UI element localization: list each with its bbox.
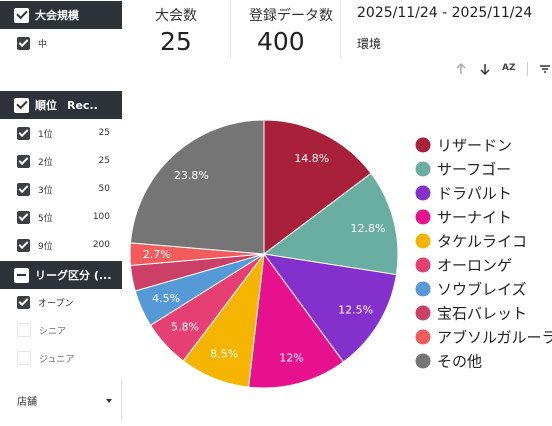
- legend-swatch: [415, 209, 431, 225]
- legend-label[interactable]: 宝石バレット: [437, 305, 527, 323]
- rank-option-1[interactable]: 1位 25: [0, 122, 110, 144]
- tournament-count-value: 25: [160, 27, 192, 56]
- checkbox[interactable]: [17, 154, 30, 168]
- date-range-control[interactable]: 2025/11/24 - 2025/11/24: [357, 5, 533, 21]
- checkbox[interactable]: [17, 126, 30, 140]
- legend-swatch: [415, 137, 431, 153]
- option-value: 50: [98, 184, 110, 194]
- league-option-open[interactable]: オープン: [0, 291, 110, 313]
- pie-slices: [129, 119, 399, 389]
- legend-label[interactable]: タケルライコ: [437, 233, 527, 251]
- checkbox[interactable]: [17, 36, 30, 50]
- checkbox[interactable]: [17, 210, 30, 224]
- legend-swatch: [415, 305, 431, 321]
- legend-label[interactable]: リザードン: [437, 137, 512, 155]
- divider: [230, 0, 231, 58]
- chart-legend: リザードンサーフゴードラパルトサーナイトタケルライコオーロンゲソウブレイズ宝石バ…: [415, 137, 552, 371]
- pie-slice[interactable]: [262, 172, 399, 276]
- legend-swatch: [415, 353, 431, 369]
- rank-filter-title: 順位: [35, 99, 57, 112]
- checkbox[interactable]: [17, 323, 31, 337]
- legend-swatch: [415, 233, 431, 249]
- select-all-checkbox[interactable]: [14, 7, 29, 23]
- slice-data-label: 2.7%: [143, 248, 171, 261]
- legend-label[interactable]: ソウブレイズ: [437, 281, 527, 299]
- checkbox[interactable]: [17, 295, 30, 309]
- record-count-value: 400: [257, 27, 305, 56]
- option-label: 1位: [38, 129, 53, 140]
- option-label: 5位: [38, 213, 53, 224]
- legend-swatch: [415, 257, 431, 273]
- pie-slice[interactable]: [262, 253, 397, 363]
- league-filter-header[interactable]: リーグ区分 (...: [0, 261, 122, 289]
- scale-filter-title: 大会規模: [35, 9, 79, 22]
- pie-slice[interactable]: [263, 119, 372, 256]
- legend-swatch: [415, 185, 431, 201]
- arrow-up-icon[interactable]: [455, 62, 467, 76]
- scale-filter-header[interactable]: 大会規模: [0, 1, 122, 29]
- legend-swatch: [415, 161, 431, 177]
- slice-data-label: 4.5%: [152, 292, 180, 305]
- slice-data-label: 14.8%: [294, 152, 329, 165]
- select-all-checkbox[interactable]: [14, 267, 29, 283]
- record-count-label: 登録データ数: [249, 8, 333, 24]
- scale-option-medium[interactable]: 中: [0, 32, 110, 54]
- store-dropdown-label: 店舗: [17, 397, 37, 408]
- select-all-checkbox[interactable]: [14, 97, 29, 113]
- legend-swatch: [415, 281, 431, 297]
- option-value: 25: [98, 128, 110, 138]
- rank-filter-column2: Rec...: [67, 98, 97, 112]
- slice-data-label: 12.5%: [338, 304, 373, 317]
- option-label: 3位: [38, 185, 53, 196]
- legend-label[interactable]: アブソルガルーラ: [437, 329, 552, 347]
- legend-label[interactable]: ドラパルト: [437, 185, 512, 203]
- league-option-senior[interactable]: シニア: [0, 319, 110, 341]
- slice-data-label: 23.8%: [174, 169, 209, 182]
- store-dropdown[interactable]: 店舗: [17, 393, 112, 408]
- option-label: 中: [38, 39, 48, 50]
- legend-swatch: [415, 329, 431, 345]
- rank-option-9[interactable]: 9位 200: [0, 234, 110, 256]
- slice-data-label: 12%: [279, 352, 303, 365]
- legend-label[interactable]: オーロンゲ: [437, 257, 512, 275]
- option-label: 9位: [38, 241, 53, 252]
- tournament-count-label: 大会数: [155, 8, 197, 24]
- option-value: 25: [98, 156, 110, 166]
- az-sort-icon[interactable]: AZ: [502, 63, 516, 73]
- option-label: オープン: [38, 298, 74, 309]
- checkbox[interactable]: [17, 351, 31, 365]
- option-label: 2位: [38, 157, 53, 168]
- chevron-down-icon: [106, 398, 112, 403]
- environment-label: 環境: [357, 37, 382, 51]
- filter-icon[interactable]: [538, 62, 552, 76]
- pie-slice[interactable]: [247, 252, 345, 389]
- checkbox[interactable]: [17, 238, 30, 252]
- slice-data-label: 5.8%: [171, 321, 199, 334]
- legend-label[interactable]: その他: [437, 353, 482, 371]
- checkbox[interactable]: [17, 182, 30, 196]
- rank-option-2[interactable]: 2位 25: [0, 150, 110, 172]
- pie-labels: 14.8% 12.8% 12.5% 12% 8.5% 5.8% 4.5% 2.7% 23.8%: [143, 152, 386, 365]
- filter-panel: 大会規模 中 順位 Rec... 1位 25 2位 25 3位 50 5位 10…: [0, 0, 122, 426]
- divider: [340, 0, 341, 58]
- option-label: シニア: [39, 326, 67, 337]
- slice-data-label: 8.5%: [210, 348, 238, 361]
- pie-slice[interactable]: [129, 119, 265, 255]
- divider: [121, 380, 122, 420]
- rank-option-5[interactable]: 5位 100: [0, 206, 110, 228]
- option-value: 200: [92, 240, 110, 250]
- slice-data-label: 12.8%: [351, 222, 386, 235]
- option-label: ジュニア: [39, 354, 75, 365]
- league-filter-title: リーグ区分 (...: [35, 269, 112, 282]
- option-value: 100: [92, 212, 110, 222]
- rank-option-3[interactable]: 3位 50: [0, 178, 110, 200]
- legend-label[interactable]: サーフゴー: [437, 161, 511, 179]
- arrow-down-icon[interactable]: [479, 62, 491, 76]
- divider: [527, 62, 528, 76]
- rank-filter-header[interactable]: 順位 Rec...: [0, 91, 122, 119]
- league-option-junior[interactable]: ジュニア: [0, 347, 110, 369]
- legend-label[interactable]: サーナイト: [437, 209, 512, 227]
